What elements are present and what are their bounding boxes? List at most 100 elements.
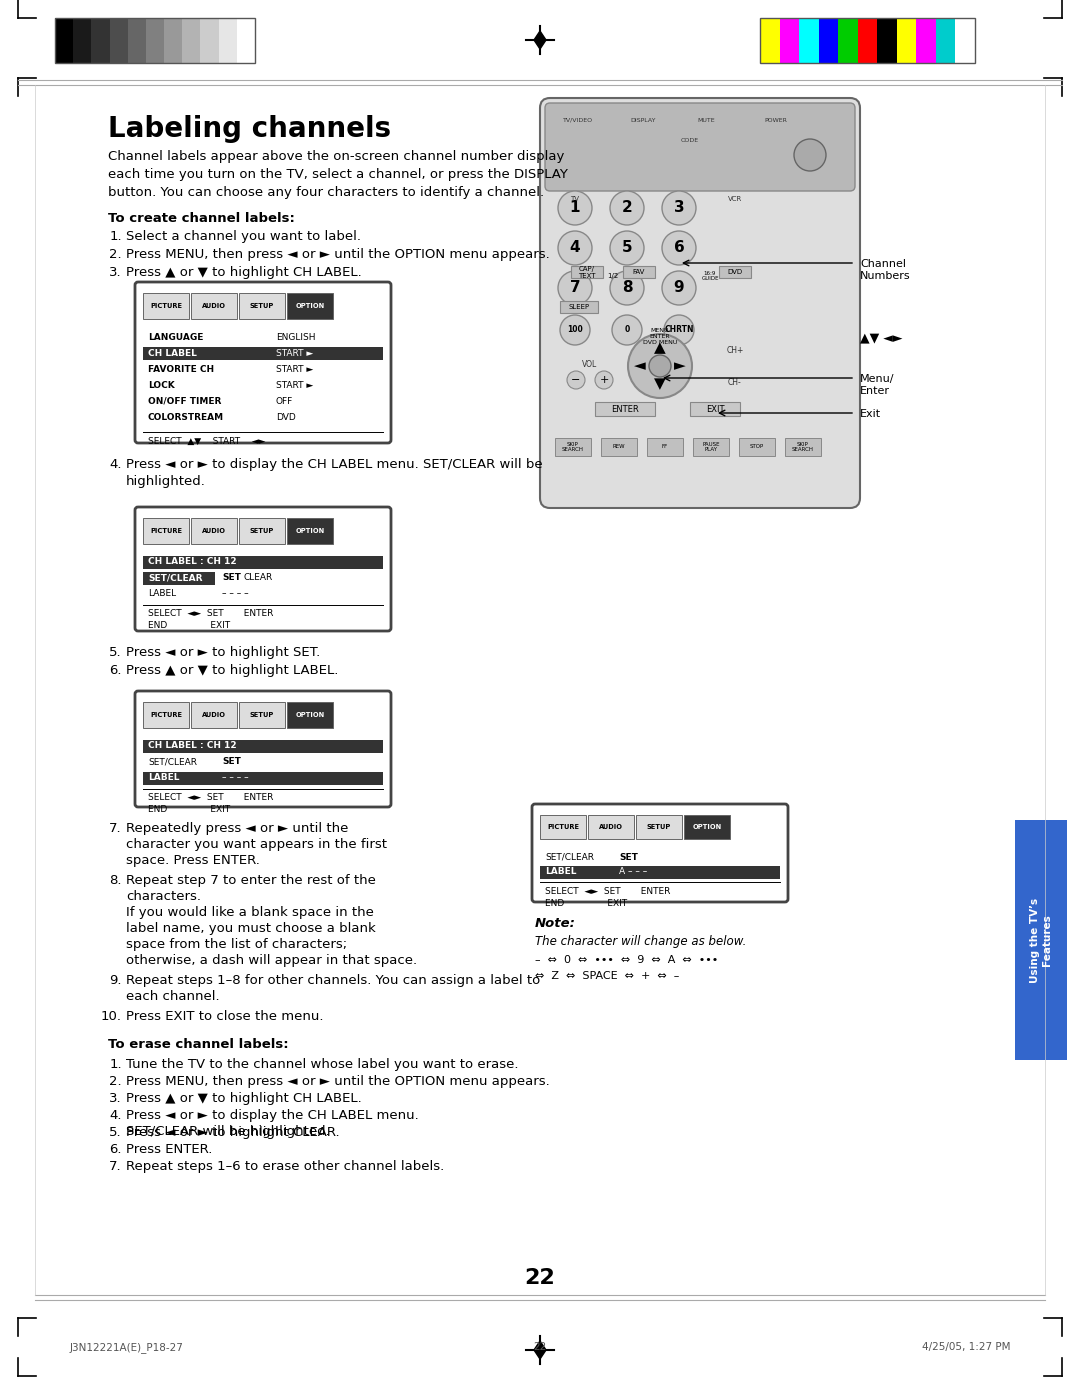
Circle shape	[567, 371, 585, 389]
Bar	[143, 556, 383, 570]
Bar	[838, 18, 858, 63]
Text: Press MENU, then press ◄ or ► until the OPTION menu appears.: Press MENU, then press ◄ or ► until the …	[126, 248, 550, 261]
Circle shape	[627, 334, 692, 398]
Bar	[760, 18, 780, 63]
Bar	[218, 18, 237, 63]
Polygon shape	[534, 1342, 546, 1358]
Bar	[201, 18, 218, 63]
Text: Channel
Numbers: Channel Numbers	[860, 260, 910, 281]
Text: 8: 8	[622, 281, 632, 296]
Text: SELECT  ▲▼    START    ◄►: SELECT ▲▼ START ◄►	[148, 437, 266, 445]
Text: TV: TV	[570, 195, 580, 202]
Text: –  ⇔  0  ⇔  •••  ⇔  9  ⇔  A  ⇔  •••: – ⇔ 0 ⇔ ••• ⇔ 9 ⇔ A ⇔ •••	[535, 955, 718, 965]
Text: ON/OFF TIMER: ON/OFF TIMER	[148, 396, 221, 405]
Text: 5: 5	[622, 240, 632, 255]
Text: 100: 100	[567, 325, 583, 335]
Bar	[693, 438, 729, 456]
Circle shape	[662, 271, 696, 304]
Circle shape	[558, 191, 592, 225]
Bar	[540, 815, 586, 839]
Bar	[92, 18, 109, 63]
Text: A – – –: A – – –	[619, 867, 647, 877]
Bar	[143, 772, 383, 785]
Text: Note:: Note:	[535, 917, 576, 930]
Text: POWER: POWER	[764, 119, 787, 123]
Bar	[239, 518, 285, 544]
Text: 7: 7	[569, 281, 580, 296]
Text: LABEL: LABEL	[148, 589, 176, 599]
Text: PICTURE: PICTURE	[150, 303, 183, 309]
Text: ENGLISH: ENGLISH	[276, 332, 315, 342]
Text: 16:9
GUIDE: 16:9 GUIDE	[701, 271, 719, 282]
Text: CAP/
TEXT: CAP/ TEXT	[578, 265, 596, 278]
Bar	[146, 18, 164, 63]
Bar	[780, 18, 799, 63]
Text: 4.: 4.	[109, 458, 122, 470]
Text: ►: ►	[674, 359, 686, 374]
Text: 1: 1	[570, 201, 580, 215]
Bar	[239, 702, 285, 727]
Text: VOL: VOL	[582, 360, 597, 369]
Text: 7.: 7.	[109, 822, 122, 835]
Text: Labeling channels: Labeling channels	[108, 114, 391, 142]
Bar	[191, 702, 237, 727]
Bar	[143, 348, 383, 360]
Text: 10.: 10.	[102, 1009, 122, 1023]
Text: character you want appears in the first: character you want appears in the first	[126, 838, 387, 852]
Text: EXIT: EXIT	[705, 405, 725, 413]
Text: 2: 2	[622, 201, 633, 215]
Text: Press EXIT to close the menu.: Press EXIT to close the menu.	[126, 1009, 324, 1023]
Bar	[183, 18, 201, 63]
Text: SKIP
SEARCH: SKIP SEARCH	[562, 441, 584, 452]
Text: ▼: ▼	[654, 377, 666, 391]
Bar	[877, 18, 896, 63]
Text: If you would like a blank space in the: If you would like a blank space in the	[126, 906, 374, 919]
Text: 6: 6	[674, 240, 685, 255]
Circle shape	[558, 230, 592, 265]
Bar	[555, 438, 591, 456]
Text: ▲: ▲	[654, 341, 666, 356]
Bar	[55, 18, 73, 63]
Bar	[936, 18, 956, 63]
Circle shape	[610, 230, 644, 265]
Text: 6.: 6.	[109, 1143, 122, 1156]
Bar	[600, 438, 637, 456]
Text: SETUP: SETUP	[249, 528, 274, 535]
Text: Press ◄ or ► to highlight SET.: Press ◄ or ► to highlight SET.	[126, 646, 321, 659]
Text: 4.: 4.	[109, 1108, 122, 1122]
Text: 4/25/05, 1:27 PM: 4/25/05, 1:27 PM	[921, 1342, 1010, 1351]
Bar	[690, 402, 740, 416]
Bar	[916, 18, 936, 63]
Bar	[287, 702, 333, 727]
Bar	[191, 518, 237, 544]
Bar	[595, 402, 654, 416]
Text: CODE: CODE	[680, 138, 699, 142]
Text: 1/2: 1/2	[607, 274, 619, 279]
Text: SELECT  ◄►  SET       ENTER: SELECT ◄► SET ENTER	[545, 886, 671, 895]
Bar	[819, 18, 838, 63]
Text: 1.: 1.	[109, 230, 122, 243]
FancyBboxPatch shape	[135, 282, 391, 443]
Text: LABEL: LABEL	[148, 773, 179, 783]
Circle shape	[610, 271, 644, 304]
Text: CH LABEL : CH 12: CH LABEL : CH 12	[148, 557, 237, 567]
Text: MUTE: MUTE	[697, 119, 715, 123]
Polygon shape	[534, 31, 546, 49]
Bar	[73, 18, 92, 63]
FancyBboxPatch shape	[135, 507, 391, 631]
Text: SET/CLEAR: SET/CLEAR	[545, 853, 594, 861]
Text: 9.: 9.	[109, 974, 122, 987]
Circle shape	[610, 191, 644, 225]
Bar	[719, 267, 751, 278]
Text: Press ◄ or ► to display the CH LABEL menu.: Press ◄ or ► to display the CH LABEL men…	[126, 1108, 419, 1122]
Circle shape	[664, 315, 694, 345]
Bar	[143, 518, 189, 544]
Text: CLEAR: CLEAR	[244, 574, 273, 582]
Bar	[623, 267, 654, 278]
Text: LABEL: LABEL	[545, 867, 577, 877]
Text: SET: SET	[619, 853, 638, 861]
Text: each time you turn on the TV, select a channel, or press the DISPLAY: each time you turn on the TV, select a c…	[108, 168, 568, 181]
Text: OFF: OFF	[276, 396, 294, 405]
Text: To create channel labels:: To create channel labels:	[108, 212, 295, 225]
Bar	[739, 438, 775, 456]
